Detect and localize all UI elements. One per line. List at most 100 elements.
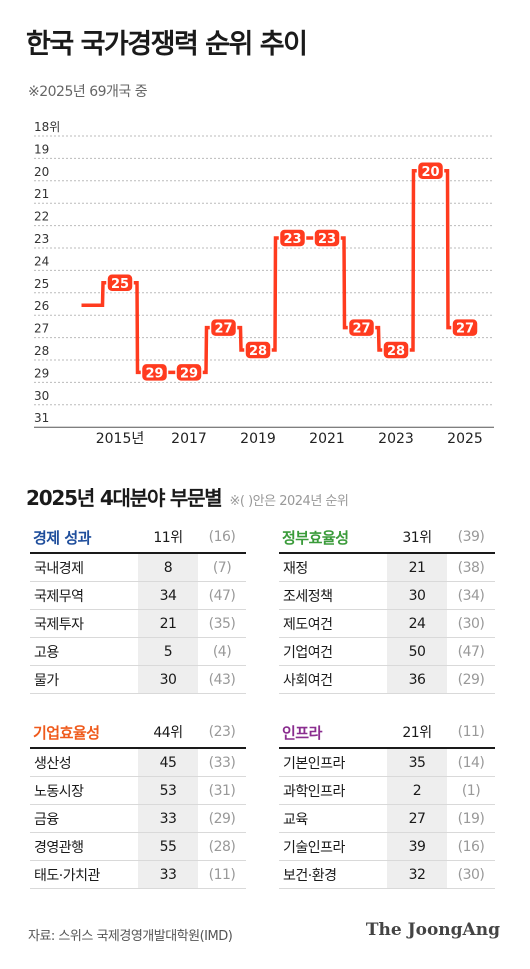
y-tick-label: 22 [34, 210, 49, 224]
y-tick-label: 24 [34, 254, 49, 268]
table-row: 사회여건 36 (29) [279, 666, 495, 694]
sub-category-rank: 35 [387, 749, 447, 776]
sector-table-header: 인프라 21위 (11) [279, 717, 495, 749]
sub-category-prev-rank: (43) [208, 671, 236, 688]
sub-category-name: 사회여건 [283, 672, 333, 689]
sub-category-prev-rank: (30) [457, 866, 485, 883]
sub-category-name: 재정 [283, 560, 308, 577]
x-tick-label: 2025 [447, 431, 483, 447]
point-label: 27 [352, 322, 370, 337]
table-row: 고용 5 (4) [30, 638, 246, 666]
table-row: 재정 21 (38) [279, 554, 495, 582]
sub-category-name: 기술인프라 [283, 839, 345, 856]
point-label: 28 [249, 344, 267, 359]
x-tick-label: 2019 [240, 431, 276, 447]
sub-category-prev-rank: (34) [457, 587, 485, 604]
sub-category-rank: 53 [138, 777, 198, 804]
sub-category-rank: 33 [138, 805, 198, 832]
table-row: 노동시장 53 (31) [30, 777, 246, 805]
point-badge [244, 340, 272, 360]
sub-category-name: 고용 [34, 644, 59, 661]
sub-category-prev-rank: (4) [212, 643, 232, 660]
sub-category-prev-rank: (7) [212, 559, 232, 576]
table-row: 보건·환경 32 (30) [279, 861, 495, 889]
sector-category: 경제 성과 [33, 528, 91, 547]
section-title-text: 2025년 4대분야 부문별 [26, 486, 223, 510]
sub-category-prev-rank: (1) [461, 782, 481, 799]
sub-category-name: 생산성 [34, 755, 72, 772]
table-row: 기본인프라 35 (14) [279, 749, 495, 777]
table-row: 기업여건 50 (47) [279, 638, 495, 666]
sub-category-name: 태도·가치관 [34, 867, 100, 884]
point-badge [209, 317, 238, 338]
point-badge [140, 362, 169, 383]
sub-category-name: 노동시장 [34, 783, 84, 800]
point-label: 29 [180, 366, 198, 381]
x-tick-label: 2023 [378, 431, 414, 447]
sub-category-rank: 45 [138, 749, 198, 776]
sub-category-prev-rank: (47) [457, 643, 485, 660]
sub-category-rank: 36 [387, 666, 447, 693]
y-axis-top-label: 18위 [34, 120, 60, 134]
section-title: 2025년 4대분야 부문별 ※( )안은 2024년 순위 [26, 482, 349, 511]
table-row: 생산성 45 (33) [30, 749, 246, 777]
sector-table-header: 정부효율성 31위 (39) [279, 522, 495, 554]
brand-logo: The JoongAng [365, 920, 500, 940]
table-row: 국내경제 8 (7) [30, 554, 246, 582]
sector-table-header: 기업효율성 44위 (23) [30, 717, 246, 749]
point-label: 23 [318, 232, 336, 247]
sub-category-rank: 33 [138, 861, 198, 888]
sector-table: 경제 성과 11위 (16) 국내경제 8 (7) 국제무역 34 (47) 국제투자 21 (35)… [30, 522, 246, 694]
point-label: 20 [421, 165, 439, 180]
y-tick-label: 26 [34, 299, 49, 313]
table-row: 금융 33 (29) [30, 805, 246, 833]
sub-category-prev-rank: (14) [457, 754, 485, 771]
point-label: 28 [387, 344, 405, 359]
point-badge [313, 228, 341, 248]
page-title: 한국 국가경쟁력 순위 추이 [26, 29, 308, 60]
y-tick-label: 19 [34, 142, 49, 156]
sub-category-rank: 50 [387, 638, 447, 665]
sub-category-rank: 39 [387, 833, 447, 860]
sub-category-prev-rank: (38) [457, 559, 485, 576]
point-badge [416, 161, 445, 181]
y-tick-label: 25 [34, 277, 49, 291]
table-row: 경영관행 55 (28) [30, 833, 246, 861]
point-label: 27 [214, 322, 232, 337]
sector-rank: 44위 [153, 725, 183, 741]
sub-category-rank: 30 [138, 666, 198, 693]
y-tick-label: 30 [34, 389, 49, 403]
x-tick-label: 2015년 [96, 431, 145, 447]
x-tick-label: 2017 [171, 431, 207, 447]
source-note: 자료: 스위스 국제경영개발대학원(IMD) [28, 929, 233, 944]
sub-category-name: 조세정책 [283, 588, 333, 605]
sub-category-rank: 30 [387, 582, 447, 609]
sub-category-rank: 8 [138, 554, 198, 581]
sub-category-prev-rank: (29) [208, 810, 236, 827]
point-badge [347, 317, 376, 338]
sector-prev-rank: (23) [208, 724, 236, 740]
sub-category-prev-rank: (33) [208, 754, 236, 771]
sub-category-name: 경영관행 [34, 839, 84, 856]
sub-category-prev-rank: (28) [208, 838, 236, 855]
point-label: 25 [111, 277, 129, 292]
sub-category-prev-rank: (35) [208, 615, 236, 632]
table-row: 물가 30 (43) [30, 666, 246, 694]
sub-category-name: 과학인프라 [283, 783, 345, 800]
sub-category-rank: 21 [138, 610, 198, 637]
sub-category-name: 교육 [283, 811, 308, 828]
sub-category-rank: 5 [138, 638, 198, 665]
sector-prev-rank: (11) [457, 724, 485, 740]
sub-category-name: 국제투자 [34, 616, 84, 633]
sub-category-prev-rank: (30) [457, 615, 485, 632]
point-badge [278, 228, 307, 248]
sub-category-prev-rank: (47) [208, 587, 236, 604]
y-tick-label: 21 [34, 187, 49, 201]
point-badge [451, 317, 479, 338]
y-tick-label: 23 [34, 232, 49, 246]
sub-category-prev-rank: (19) [457, 810, 485, 827]
sub-category-prev-rank: (29) [457, 671, 485, 688]
sub-category-rank: 21 [387, 554, 447, 581]
sub-category-rank: 27 [387, 805, 447, 832]
y-tick-label: 27 [34, 322, 49, 336]
